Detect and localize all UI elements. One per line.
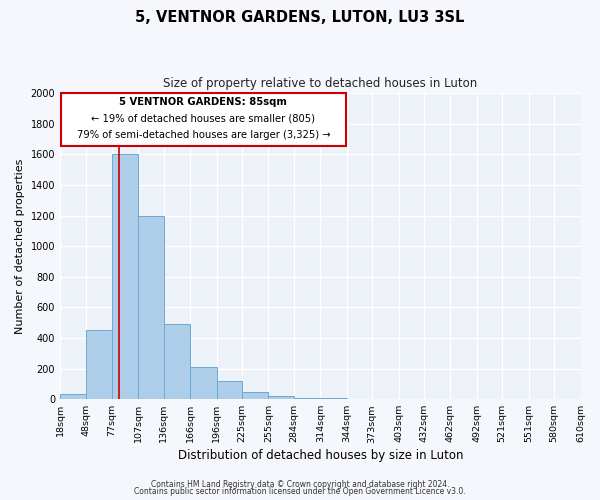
Bar	[86, 330, 112, 399]
Bar	[164, 324, 190, 399]
Bar	[60, 394, 86, 399]
Text: 79% of semi-detached houses are larger (3,325) →: 79% of semi-detached houses are larger (…	[77, 130, 330, 140]
Text: Contains public sector information licensed under the Open Government Licence v3: Contains public sector information licen…	[134, 487, 466, 496]
Text: ← 19% of detached houses are smaller (805): ← 19% of detached houses are smaller (80…	[91, 114, 316, 124]
X-axis label: Distribution of detached houses by size in Luton: Distribution of detached houses by size …	[178, 450, 463, 462]
Bar	[112, 154, 138, 399]
Text: Contains HM Land Registry data © Crown copyright and database right 2024.: Contains HM Land Registry data © Crown c…	[151, 480, 449, 489]
Y-axis label: Number of detached properties: Number of detached properties	[15, 158, 25, 334]
Title: Size of property relative to detached houses in Luton: Size of property relative to detached ho…	[163, 78, 478, 90]
Bar	[242, 392, 268, 399]
Bar	[268, 396, 294, 399]
Bar	[294, 398, 320, 399]
Bar	[138, 216, 164, 399]
Text: 5, VENTNOR GARDENS, LUTON, LU3 3SL: 5, VENTNOR GARDENS, LUTON, LU3 3SL	[136, 10, 464, 25]
FancyBboxPatch shape	[61, 93, 346, 146]
Bar	[190, 367, 217, 399]
Bar	[217, 381, 242, 399]
Text: 5 VENTNOR GARDENS: 85sqm: 5 VENTNOR GARDENS: 85sqm	[119, 97, 287, 107]
Bar	[320, 398, 347, 399]
